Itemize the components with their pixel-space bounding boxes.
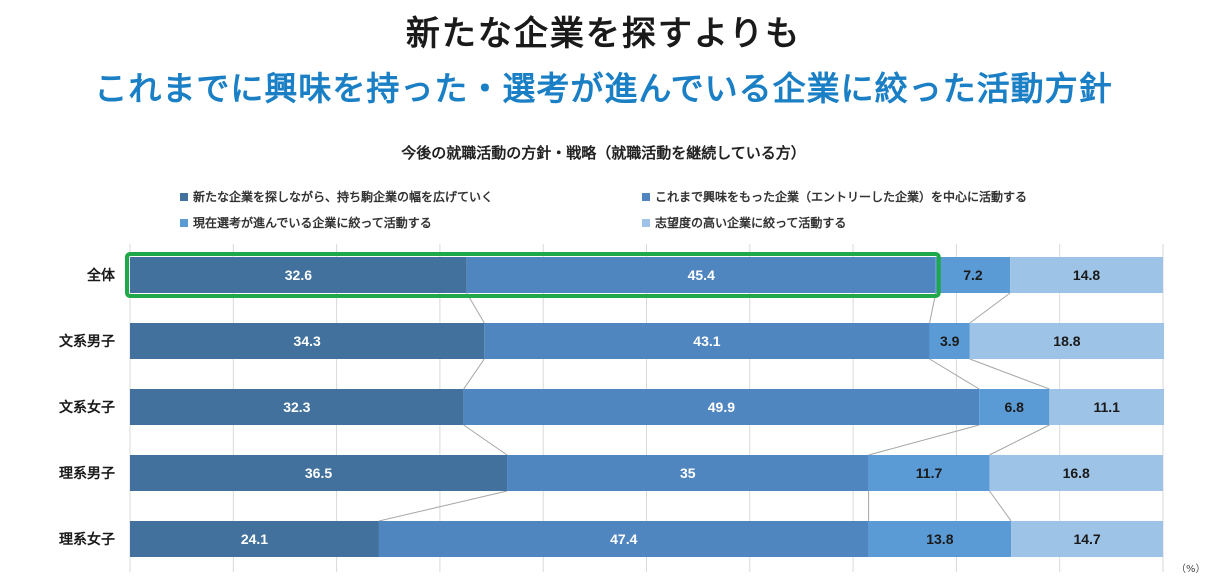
bar-segment	[1049, 389, 1165, 425]
category-label: 文系女子	[59, 399, 115, 416]
legend-label: 現在選考が進んでいる企業に絞って活動する	[193, 216, 432, 230]
category-label: 文系男子	[59, 333, 115, 350]
bar-segment	[130, 389, 464, 425]
legend-item-series-4: 志望度の高い企業に絞って活動する	[642, 214, 846, 231]
bar-segment	[868, 455, 990, 491]
data-label: 14.7	[1073, 531, 1100, 547]
series-connector-line	[463, 424, 508, 456]
series-connector-line	[969, 358, 1050, 390]
bar-segment	[130, 257, 467, 293]
data-label: 18.8	[1053, 333, 1080, 349]
bar-segment	[1011, 521, 1163, 557]
data-label: 35	[680, 465, 696, 481]
bar-segment	[979, 389, 1050, 425]
category-label: 理系男子	[59, 465, 115, 482]
data-label: 34.3	[294, 333, 321, 349]
data-label: 3.9	[940, 333, 960, 349]
category-label: 理系女子	[59, 531, 115, 548]
data-label: 43.1	[693, 333, 720, 349]
data-label: 13.8	[926, 531, 953, 547]
chart-title: 今後の就職活動の方針・戦略（就職活動を継続している方）	[401, 144, 806, 162]
data-label: 11.1	[1093, 399, 1120, 415]
bar-segment	[868, 521, 1012, 557]
legend-swatch	[180, 192, 188, 201]
data-label: 14.8	[1073, 267, 1100, 283]
headline-line-2: これまでに興味を持った・選考が進んでいる企業に絞った活動方針	[94, 69, 1113, 108]
data-label: 16.8	[1063, 465, 1090, 481]
legend-label: 志望度の高い企業に絞って活動する	[655, 216, 847, 230]
data-label: 49.9	[708, 399, 735, 415]
series-connector-line	[969, 292, 1011, 324]
bar-segment	[507, 455, 869, 491]
percent-unit-label: （%）	[1176, 564, 1206, 575]
bar-segment	[935, 257, 1011, 293]
series-connector-line	[378, 490, 508, 522]
series-connector-line	[463, 358, 485, 390]
data-label: 32.3	[283, 399, 310, 415]
data-label: 24.1	[241, 531, 268, 547]
data-label: 7.2	[963, 267, 983, 283]
bar-segment	[969, 323, 1165, 359]
bar-segment	[484, 323, 930, 359]
bar-segment	[130, 455, 508, 491]
bar-segment	[989, 455, 1163, 491]
series-connector-line	[989, 424, 1050, 456]
legend-swatch	[180, 218, 188, 227]
bar-segment	[130, 521, 379, 557]
legend-item-series-2: これまで興味をもった企業（エントリーした企業）を中心に活動する	[642, 188, 1027, 205]
data-label: 47.4	[610, 531, 637, 547]
legend-swatch	[642, 218, 650, 227]
chart-legend: 新たな企業を探しながら、持ち駒企業の幅を広げていく これまで興味をもった企業（エ…	[180, 188, 1180, 238]
series-connector-line	[868, 424, 980, 456]
category-label: 全体	[86, 267, 116, 284]
data-label: 11.7	[916, 465, 943, 481]
data-label: 45.4	[688, 267, 715, 283]
headline-line-1: 新たな企業を探すよりも	[405, 14, 802, 54]
data-label: 6.8	[1005, 399, 1025, 415]
bar-segment	[466, 257, 936, 293]
series-connector-line	[989, 490, 1012, 522]
series-connector-line	[929, 358, 980, 390]
legend-label: これまで興味をもった企業（エントリーした企業）を中心に活動する	[655, 190, 1028, 204]
bar-segment	[130, 323, 485, 359]
bar-segment	[463, 389, 980, 425]
legend-label: 新たな企業を探しながら、持ち駒企業の幅を広げていく	[193, 190, 494, 204]
highlight-frame	[125, 252, 941, 298]
data-label: 36.5	[305, 465, 332, 481]
legend-item-series-3: 現在選考が進んでいる企業に絞って活動する	[180, 214, 432, 231]
bar-segment	[1010, 257, 1163, 293]
bar-segment	[929, 323, 970, 359]
data-label: 32.6	[285, 267, 312, 283]
legend-item-series-1: 新たな企業を探しながら、持ち駒企業の幅を広げていく	[180, 188, 493, 205]
bar-segment	[378, 521, 869, 557]
legend-swatch	[642, 192, 650, 201]
